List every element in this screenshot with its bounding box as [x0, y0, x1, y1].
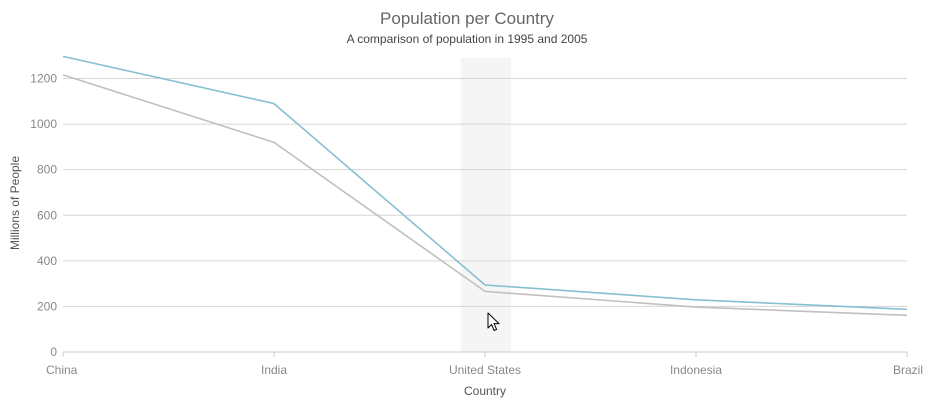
x-tick-label: United States: [449, 363, 521, 377]
chart-title: Population per Country: [380, 9, 554, 28]
series-line-1[interactable]: [62, 55, 908, 311]
x-tick-label: China: [46, 363, 78, 377]
x-tick-label: India: [261, 363, 287, 377]
series-line-2[interactable]: [62, 74, 908, 317]
y-tick-label: 600: [37, 208, 57, 222]
y-tick-label: 1000: [30, 117, 57, 131]
y-gridlines: [63, 78, 907, 353]
x-tick-label: Brazil: [893, 363, 923, 377]
y-tick-label: 200: [37, 299, 57, 313]
y-tick-label: 1200: [30, 72, 57, 86]
chart-subtitle: A comparison of population in 1995 and 2…: [347, 32, 588, 46]
y-axis-ticks: 0 200 400 600 800 1000 1200: [30, 72, 57, 359]
x-axis-ticks: China India United States Indonesia Brazil: [46, 352, 923, 377]
y-tick-label: 800: [37, 163, 57, 177]
category-highlight-band: [461, 58, 511, 352]
y-axis-title: Millions of People: [8, 156, 22, 250]
y-tick-label: 400: [37, 254, 57, 268]
x-axis-title: Country: [464, 384, 506, 398]
y-tick-label: 0: [50, 345, 57, 359]
x-tick-label: Indonesia: [670, 363, 722, 377]
mouse-pointer-icon: [487, 312, 500, 331]
series-group: [62, 55, 908, 317]
